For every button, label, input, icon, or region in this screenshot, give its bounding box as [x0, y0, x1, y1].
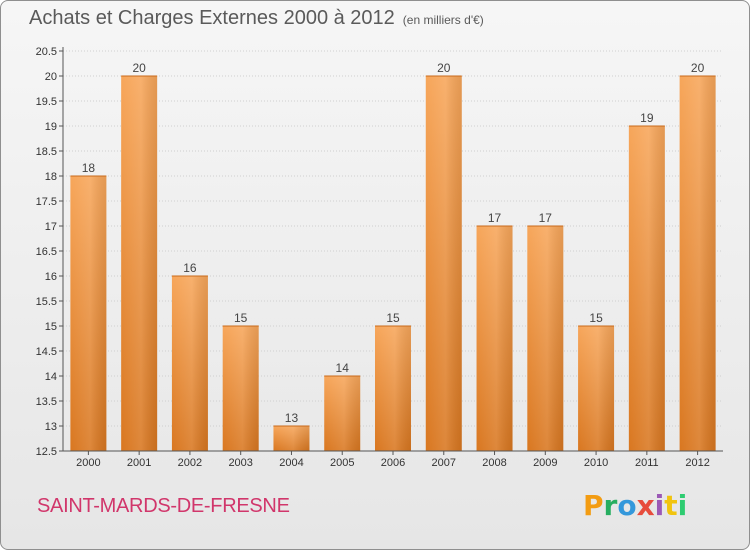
proxiti-logo: Proxiti: [583, 489, 687, 522]
y-tick-label: 20: [45, 71, 57, 83]
x-tick-label: 2000: [76, 457, 100, 469]
x-tick-label: 2009: [533, 457, 557, 469]
bar-highlight: [476, 226, 513, 451]
chart-title: Achats et Charges Externes 2000 à 2012 (e…: [29, 7, 484, 30]
y-tick-label: 12.5: [36, 446, 57, 458]
x-tick-label: 2008: [482, 457, 506, 469]
y-tick-label: 13.5: [36, 396, 57, 408]
bar-highlight: [324, 376, 361, 451]
logo-letter: t: [664, 489, 678, 522]
x-tick-label: 2011: [635, 457, 659, 469]
y-tick-label: 18: [45, 171, 57, 183]
logo-letter: i: [677, 489, 688, 522]
bar-highlight: [375, 326, 411, 451]
x-tick-label: 2007: [432, 457, 456, 469]
x-tick-label: 2012: [685, 457, 709, 469]
y-tick-label: 19: [45, 121, 57, 133]
y-tick-label: 20.5: [36, 46, 57, 58]
x-tick-label: 2010: [584, 457, 608, 469]
value-label: 16: [183, 261, 197, 275]
y-tick-label: 13: [45, 421, 57, 433]
bar-highlight: [222, 326, 259, 451]
y-tick-label: 16.5: [36, 246, 57, 258]
y-tick-label: 15.5: [36, 296, 57, 308]
value-label: 15: [386, 311, 400, 325]
y-tick-label: 16: [45, 271, 57, 283]
x-tick-label: 2006: [381, 457, 405, 469]
bar-highlight: [679, 76, 716, 451]
logo-letter: o: [617, 489, 637, 522]
y-tick-label: 19.5: [36, 96, 57, 108]
value-label: 20: [132, 61, 146, 75]
logo-letter: i: [654, 489, 665, 522]
value-label: 20: [691, 61, 705, 75]
bar-highlight: [171, 276, 208, 451]
bar-highlight: [70, 176, 107, 451]
y-tick-label: 17.5: [36, 196, 57, 208]
bar-highlight: [628, 126, 665, 451]
x-tick-label: 2003: [228, 457, 252, 469]
chart-title-text: Achats et Charges Externes 2000 à 2012: [29, 7, 395, 29]
bars: 18 20 16 15 13 14 15 20 17 17 15 19 20: [70, 61, 716, 451]
x-tick-label: 2001: [127, 457, 151, 469]
chart-unit: (en milliers d'€): [402, 13, 484, 27]
value-label: 14: [336, 361, 350, 375]
value-label: 17: [488, 211, 502, 225]
axes: 12.5 13 13.5 14 14.5 15 15.5 16 16.5 17 17.5 18 18.5…: [36, 46, 723, 469]
bar-highlight: [121, 76, 158, 451]
value-label: 18: [82, 161, 96, 175]
value-label: 15: [589, 311, 603, 325]
value-label: 15: [234, 311, 248, 325]
x-tick-label: 2004: [279, 457, 303, 469]
bar-highlight: [578, 326, 615, 451]
y-tick-label: 18.5: [36, 146, 57, 158]
y-tick-label: 15: [45, 321, 57, 333]
x-tick-label: 2005: [330, 457, 354, 469]
logo-letter: r: [603, 489, 618, 522]
y-tick-label: 14: [45, 371, 57, 383]
bar-highlight: [425, 76, 462, 451]
x-tick-label: 2002: [178, 457, 202, 469]
value-label: 19: [640, 111, 654, 125]
logo-letter: P: [583, 489, 604, 522]
value-label: 13: [285, 411, 299, 425]
value-label: 20: [437, 61, 451, 75]
y-tick-label: 14.5: [36, 346, 57, 358]
commune-name: SAINT-MARDS-DE-FRESNE: [37, 495, 290, 517]
y-tick-label: 17: [45, 221, 57, 233]
logo-letter: x: [636, 489, 655, 522]
value-label: 17: [539, 211, 553, 225]
bar-highlight: [273, 426, 310, 451]
bar-highlight: [527, 226, 564, 451]
